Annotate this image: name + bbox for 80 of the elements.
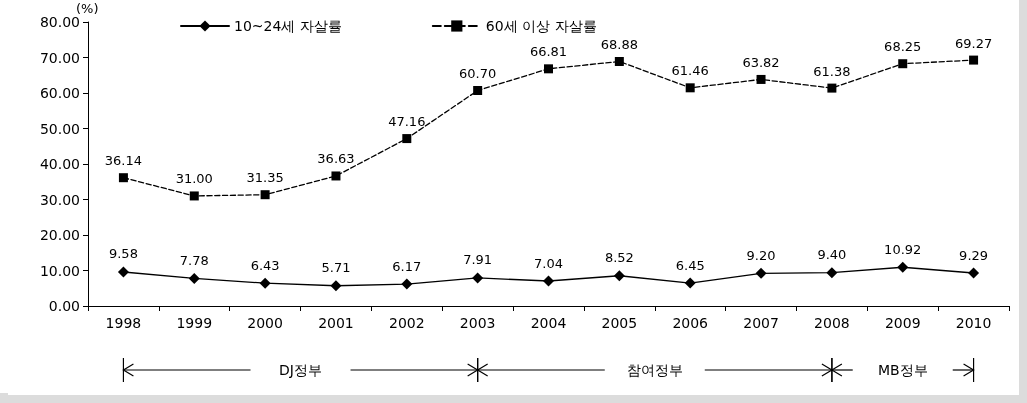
point xyxy=(543,275,554,287)
data-label: 31.00 xyxy=(175,171,213,187)
y-axis-title: (%) xyxy=(76,1,99,17)
point xyxy=(472,272,484,284)
point xyxy=(402,134,412,144)
data-label: 7.78 xyxy=(179,252,209,268)
data-label: 60.70 xyxy=(459,66,497,82)
y-tick-label: 50.00 xyxy=(39,120,80,137)
x-tick-label: 1998 xyxy=(105,315,142,331)
data-label: 36.63 xyxy=(317,151,355,167)
y-tick-label: 20.00 xyxy=(39,227,80,243)
x-tick-label: 2007 xyxy=(743,315,779,331)
y-tick-label: 0.00 xyxy=(48,298,80,314)
point xyxy=(613,270,625,282)
data-label: 61.38 xyxy=(813,63,851,79)
data-label: 6.45 xyxy=(675,257,705,273)
text: 참여정부 xyxy=(626,362,683,378)
point xyxy=(189,191,199,201)
data-label: 10.92 xyxy=(884,241,922,257)
point xyxy=(897,261,909,273)
point xyxy=(473,86,483,96)
data-label: 68.25 xyxy=(884,39,922,55)
data-label: 8.52 xyxy=(604,250,634,266)
legend-label: 10~24세 자살률 xyxy=(234,18,342,34)
x-tick-label: 2010 xyxy=(955,315,992,331)
point xyxy=(331,171,341,181)
y-tick-label: 10.00 xyxy=(39,262,80,279)
point xyxy=(544,64,553,74)
x-tick-label: 2000 xyxy=(247,315,283,331)
data-label: 63.82 xyxy=(742,54,780,70)
data-label: 69.27 xyxy=(954,35,993,51)
data-label: 31.35 xyxy=(246,170,284,186)
text: DJ정부 xyxy=(279,362,322,378)
data-label: 9.29 xyxy=(959,247,989,263)
x-tick-label: 2005 xyxy=(601,315,638,331)
x-tick-label: 1999 xyxy=(176,315,213,331)
point xyxy=(260,190,270,200)
point xyxy=(756,74,766,84)
point xyxy=(188,272,200,284)
x-tick-label: 2009 xyxy=(884,315,921,331)
data-label: 9.20 xyxy=(746,247,776,263)
legend-label: 60세 이상 자살률 xyxy=(485,18,597,34)
point xyxy=(827,83,837,93)
point xyxy=(755,267,767,279)
data-label: 68.88 xyxy=(600,36,638,52)
data-label: 66.81 xyxy=(529,44,568,60)
data-label: 7.91 xyxy=(463,252,493,268)
y-tick-label: 40.00 xyxy=(39,156,80,172)
data-label: 6.17 xyxy=(392,258,422,274)
text: MB정부 xyxy=(877,362,928,378)
x-tick-label: 2006 xyxy=(672,315,709,331)
data-label: 5.71 xyxy=(321,260,351,276)
x-tick-label: 2008 xyxy=(814,315,850,331)
point xyxy=(685,83,695,93)
point xyxy=(401,278,413,290)
y-tick-label: 80.00 xyxy=(39,14,80,30)
y-tick-label: 70.00 xyxy=(39,49,80,66)
point xyxy=(968,267,980,279)
data-label: 61.46 xyxy=(671,63,709,79)
point xyxy=(259,277,271,289)
x-tick-label: 2002 xyxy=(388,315,425,331)
y-tick-label: 60.00 xyxy=(39,85,80,101)
y-tick-label: 30.00 xyxy=(39,191,80,208)
point xyxy=(118,173,128,183)
point xyxy=(117,266,129,278)
point xyxy=(969,55,979,65)
data-label: 7.04 xyxy=(534,255,563,271)
data-label: 47.16 xyxy=(388,114,426,130)
x-tick-label: 2004 xyxy=(530,315,567,331)
data-label: 9.40 xyxy=(817,247,847,263)
data-label: 9.58 xyxy=(108,246,138,262)
x-tick-label: 2001 xyxy=(318,315,354,331)
point xyxy=(614,56,624,66)
point xyxy=(330,280,342,292)
point xyxy=(826,267,838,279)
data-label: 36.14 xyxy=(104,153,143,169)
point xyxy=(898,59,908,69)
data-label: 6.43 xyxy=(250,257,280,273)
point xyxy=(684,277,696,289)
x-tick-label: 2003 xyxy=(459,315,496,331)
